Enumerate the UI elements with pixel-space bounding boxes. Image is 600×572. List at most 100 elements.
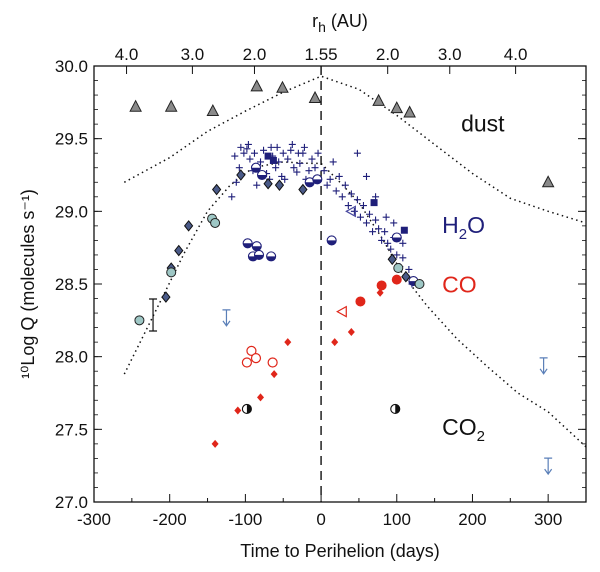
x-tick-label: 300 (534, 510, 562, 529)
dust-point (164, 99, 178, 112)
h2o-cross-point (308, 155, 316, 163)
h2o-square-point (400, 226, 408, 234)
annotation-co: CO (442, 272, 477, 298)
h2o-circle-half (252, 246, 262, 251)
upper-limit-arrow (544, 457, 553, 476)
h2o-circle-half (392, 237, 402, 242)
h2o-cross-point (320, 167, 328, 175)
h2o-diamond-point (183, 220, 194, 232)
h2o-cross-point (390, 219, 398, 227)
h2o-circle-half (254, 254, 264, 260)
top-tick-label: 3.0 (438, 45, 462, 64)
upper-limit-arrow (222, 309, 231, 327)
h2o-diamond-point (263, 177, 273, 190)
h2o-circle-half (257, 175, 267, 180)
h2o-cross-point (384, 239, 392, 247)
h2o-cross-point (244, 140, 252, 148)
h2o-cross-point (278, 172, 286, 180)
h2o-teal-point (134, 315, 145, 326)
h2o-cross-point (332, 187, 340, 195)
co-diamond-point (331, 338, 339, 347)
h2o-cross-point (356, 213, 364, 221)
h2o-square-point (264, 152, 272, 160)
co-diamond-point (284, 338, 292, 347)
h2o-cross-point (353, 149, 361, 157)
h2o-cross-point (323, 181, 331, 189)
h2o-teal-point (414, 279, 425, 289)
h2o-circle-half (312, 179, 322, 184)
h2o-cross-point (329, 158, 337, 166)
annotation-co2: CO2 (442, 414, 485, 445)
h2o-cross-point (300, 143, 308, 151)
annotation-dust: dust (461, 110, 505, 136)
y-tick-label: 27.0 (55, 493, 88, 512)
h2o-cross-point (353, 196, 361, 204)
h2o-circle-half (327, 240, 337, 245)
dust-point (276, 80, 289, 93)
plot-border (93, 65, 587, 503)
x-axis-title: Time to Perihelion (days) (240, 541, 439, 561)
x-tick-label: 100 (383, 510, 411, 529)
ticks: -300 -200 -100 0 100 200 300 27.0 27.5 28.0 28.5 29… (55, 45, 587, 529)
h2o-cross-point (375, 225, 383, 233)
co2-point-half (246, 404, 252, 414)
dust-point (390, 101, 404, 114)
co2-point-half (395, 404, 400, 414)
h2o-cross-point (253, 181, 261, 189)
h2o-cross-point (362, 172, 370, 180)
h2o-cross-point (369, 228, 377, 236)
h2o-square-point (370, 199, 378, 207)
h2o-cross-point (294, 149, 302, 157)
h2o-cross-point (362, 219, 370, 227)
co-diamond-point (270, 370, 278, 379)
y-tick-label: 30.0 (55, 57, 88, 76)
h2o-cross-point (311, 164, 319, 172)
y-tick-label: 29.0 (55, 202, 88, 221)
h2o-cross-point (399, 254, 407, 262)
co-open-point (241, 357, 252, 368)
h2o-diamond-point (161, 291, 171, 303)
h2o-cross-point (382, 213, 390, 221)
h2o-cross-point (335, 172, 343, 180)
x-tick-label: 0 (316, 510, 325, 529)
dust-point (308, 90, 322, 103)
model-curves (123, 75, 587, 448)
annotation-h2o: H2O (442, 212, 485, 243)
h2o-cross-point (359, 202, 367, 210)
dust-point (541, 175, 555, 188)
dust-point (206, 103, 220, 117)
h2o-cross-point (281, 175, 289, 183)
h2o-cross-point (387, 245, 395, 253)
co-open-point (250, 353, 262, 364)
h2o-left-triangle-point (345, 205, 356, 218)
h2o-cross-point (405, 265, 413, 273)
h2o-cross-point (305, 167, 313, 175)
co-open-point (246, 345, 257, 356)
annotations: dust H2O CO CO2 (442, 110, 505, 445)
h2o-circle-half (305, 182, 315, 187)
dust-point (250, 79, 264, 92)
dust-model-curve (123, 75, 587, 224)
h2o-cross-point (338, 193, 346, 201)
h2o-cross-point (381, 228, 389, 236)
x-tick-label: -100 (228, 510, 262, 529)
h2o-diamond-point (274, 179, 285, 191)
h2o-circle-half (243, 243, 253, 248)
h2o-cross-point (279, 149, 287, 157)
h2o-cross-point (399, 239, 407, 247)
dust-point (129, 99, 142, 112)
top-tick-label: 2.0 (376, 45, 400, 64)
h2o-cross-point (240, 149, 248, 157)
h2o-cross-point (372, 216, 380, 224)
co-left-triangle-point (336, 305, 347, 318)
co-filled-point (391, 274, 402, 285)
h2o-cross-point (267, 143, 275, 151)
h2o-cross-point (257, 158, 265, 166)
h2o-cross-point (272, 164, 280, 172)
y-axis-title: ¹⁰Log Q (molecules s⁻¹) (18, 189, 38, 379)
h2o-diamond-point (211, 183, 222, 196)
h2o-cross-point (393, 251, 401, 259)
dust-point (372, 93, 385, 106)
h2o-cross-point (350, 207, 358, 215)
h2o-model-curve (123, 161, 587, 448)
